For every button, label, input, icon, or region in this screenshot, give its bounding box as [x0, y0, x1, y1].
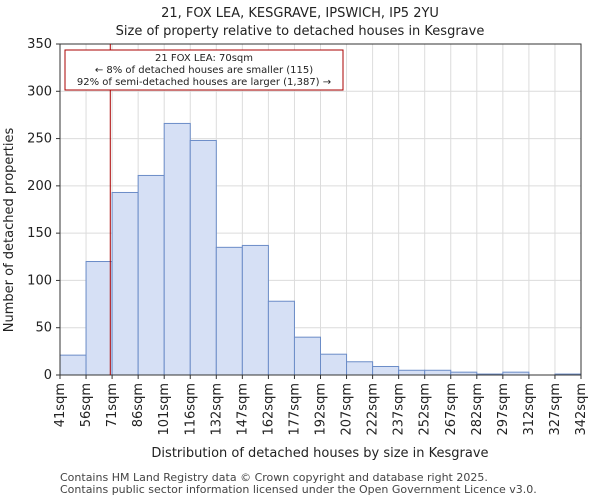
x-tick-label: 56sqm	[79, 383, 94, 427]
x-tick-label: 86sqm	[131, 383, 146, 427]
x-tick-label: 177sqm	[287, 383, 302, 436]
property-marker: 21 FOX LEA: 70sqm← 8% of detached houses…	[64, 44, 344, 375]
x-tick-label: 237sqm	[392, 383, 407, 436]
x-tick-label: 147sqm	[235, 383, 250, 436]
chart-title: 21, FOX LEA, KESGRAVE, IPSWICH, IP5 2YU	[161, 6, 439, 21]
x-tick-label: 132sqm	[209, 383, 224, 436]
bar	[293, 336, 322, 376]
bar	[111, 191, 139, 376]
bar	[59, 354, 87, 376]
x-axis-label: Distribution of detached houses by size …	[151, 446, 488, 461]
x-tick-label: 207sqm	[340, 383, 355, 436]
y-tick-label: 250	[27, 132, 52, 147]
bar	[267, 300, 295, 376]
footer-line-2: Contains public sector information licen…	[60, 483, 537, 496]
bar	[320, 353, 348, 376]
y-tick-label: 350	[27, 37, 52, 52]
y-axis-label: Number of detached properties	[2, 128, 17, 333]
bars	[59, 122, 582, 376]
y-tick-labels: 0 50 100 150 200 250 300 350	[27, 37, 60, 383]
annotation-box	[64, 49, 344, 91]
y-tick-label: 200	[27, 179, 52, 194]
x-tick-label: 192sqm	[314, 383, 329, 436]
x-tick-label: 252sqm	[418, 383, 433, 436]
x-tick-label: 101sqm	[157, 383, 172, 436]
x-tick-label: 342sqm	[574, 383, 589, 436]
annotation-line: 21 FOX LEA: 70sqm	[155, 53, 253, 64]
bar	[163, 122, 191, 376]
bar	[424, 369, 452, 376]
x-tick-label: 71sqm	[105, 383, 120, 427]
x-tick-label: 116sqm	[183, 383, 198, 436]
y-tick-label: 150	[27, 226, 52, 241]
y-tick-label: 0	[44, 368, 52, 383]
x-tick-label: 41sqm	[53, 383, 68, 427]
y-tick-label: 300	[27, 84, 52, 99]
x-tick-label: 222sqm	[366, 383, 381, 436]
annotation-line: 92% of semi-detached houses are larger (…	[77, 77, 331, 88]
x-tick-label: 327sqm	[548, 383, 563, 436]
x-tick-label: 297sqm	[496, 383, 511, 436]
bar	[346, 361, 374, 376]
bar	[85, 261, 113, 376]
y-tick-label: 100	[27, 273, 52, 288]
x-tick-label: 162sqm	[261, 383, 276, 436]
annotation-line: ← 8% of detached houses are smaller (115…	[95, 65, 313, 76]
x-tick-label: 282sqm	[470, 383, 485, 436]
bar	[372, 365, 400, 376]
footer-line-1: Contains HM Land Registry data © Crown c…	[60, 471, 488, 484]
bar	[398, 369, 426, 376]
x-tick-label: 267sqm	[444, 383, 459, 436]
bar	[215, 246, 243, 376]
x-tick-label: 312sqm	[522, 383, 537, 436]
bar	[241, 244, 269, 376]
y-tick-label: 50	[35, 321, 52, 336]
x-tick-labels: 41sqm 56sqm 71sqm 86sqm 101sqm 116sqm 132sqm 14…	[53, 375, 589, 436]
bar	[189, 139, 217, 376]
bar	[137, 174, 165, 376]
chart-subtitle: Size of property relative to detached ho…	[116, 24, 485, 39]
